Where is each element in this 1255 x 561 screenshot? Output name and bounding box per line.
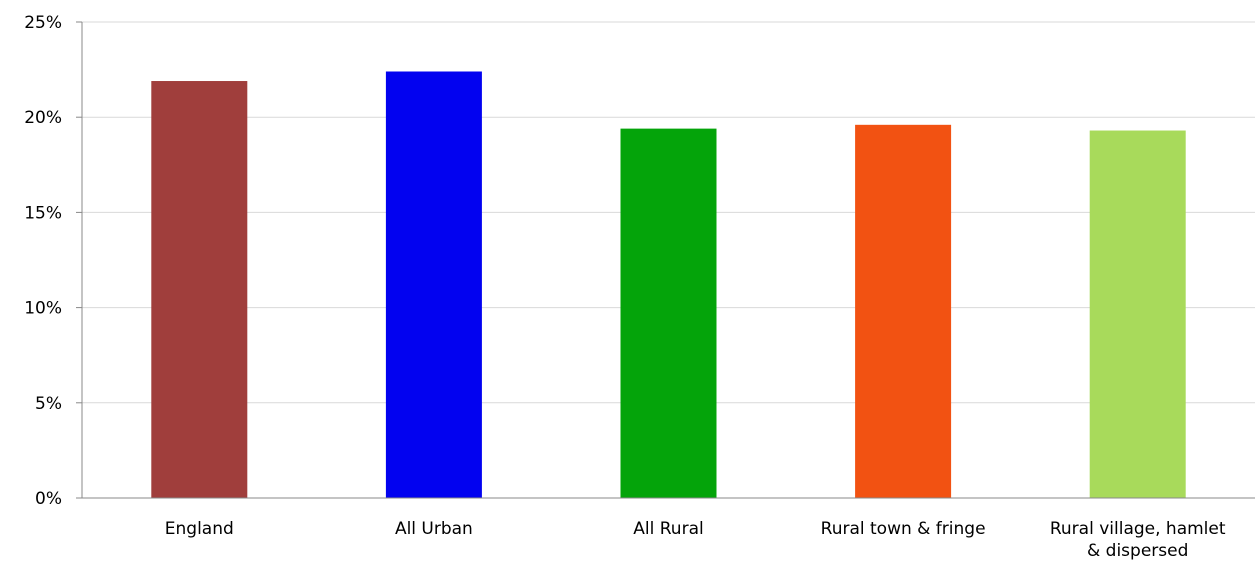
y-tick-label: 0% — [35, 489, 62, 509]
bar-rural-town-fringe — [855, 124, 952, 498]
bar-all-rural — [620, 128, 717, 498]
bars — [151, 71, 1186, 499]
y-tick-label: 5% — [35, 394, 62, 414]
x-tick-label: All Rural — [633, 519, 703, 539]
x-tick-label: All Urban — [395, 519, 473, 539]
y-tick-labels: 0% 5% 10% 15% 20% 25% — [24, 13, 62, 509]
x-tick-label: Rural town & fringe — [821, 519, 986, 539]
y-tick-label: 25% — [24, 13, 62, 33]
bar-rural-village-hamlet-dispersed — [1089, 130, 1186, 498]
axes — [76, 21, 1255, 499]
x-tick-label: England — [165, 519, 234, 539]
y-tick-label: 15% — [24, 203, 62, 223]
y-tick-label: 10% — [24, 299, 62, 319]
x-tick-labels: England All Urban All Rural Rural town & fr… — [165, 519, 1226, 561]
y-tick-label: 20% — [24, 108, 62, 128]
bar-all-urban — [385, 71, 482, 498]
bar-england — [151, 81, 248, 499]
x-tick-label: Rural village, hamlet & dispersed — [1050, 519, 1226, 561]
